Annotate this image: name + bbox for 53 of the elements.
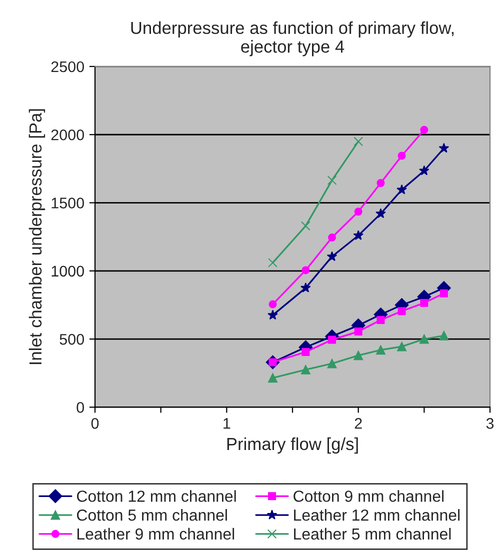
- point: [376, 345, 386, 355]
- point: [419, 165, 430, 176]
- x-tick-label: 1: [224, 418, 230, 429]
- point: [440, 289, 448, 298]
- point: [376, 316, 385, 324]
- point: [302, 266, 310, 274]
- point: [300, 365, 310, 374]
- point: [328, 234, 336, 242]
- x-axis-title: Primary flow [g/s]: [227, 437, 358, 454]
- point: [353, 230, 364, 240]
- point: [268, 310, 278, 320]
- point: [398, 152, 406, 160]
- point: [354, 328, 362, 336]
- legend-label: Cotton 12 mm channel: [76, 490, 236, 502]
- point: [354, 350, 364, 360]
- point: [327, 358, 337, 368]
- chart-title: Underpressure as function of primary flow, ejector type 4: [131, 21, 454, 56]
- point: [396, 184, 407, 194]
- y-tick-label: 0: [76, 402, 84, 413]
- x-tick-label: 3: [486, 418, 494, 429]
- x-tick-label: 2: [354, 418, 362, 429]
- point: [326, 251, 338, 262]
- point: [419, 334, 429, 344]
- point: [300, 282, 311, 292]
- point: [327, 176, 337, 185]
- y-tick-label: 500: [60, 334, 84, 345]
- point: [420, 126, 428, 134]
- y-tick-label: 1000: [52, 266, 84, 277]
- point: [354, 208, 362, 216]
- point: [420, 298, 428, 307]
- legend-label: Leather 5 mm channel: [294, 528, 451, 540]
- legend-label: Leather 12 mm channel: [294, 509, 460, 521]
- point: [300, 221, 310, 231]
- y-axis-title: Inlet chamber underpressure [Pa]: [28, 109, 46, 364]
- y-tick-label: 2000: [51, 129, 84, 140]
- point: [439, 330, 449, 340]
- point: [398, 307, 406, 316]
- legend-label: Cotton 9 mm channel: [294, 490, 444, 502]
- point: [328, 336, 336, 344]
- point: [438, 142, 450, 153]
- legend-label: Cotton 5 mm channel: [76, 509, 227, 521]
- point: [268, 300, 277, 308]
- y-tick-label: 2500: [51, 61, 84, 72]
- point: [268, 258, 278, 268]
- point: [354, 136, 364, 146]
- x-tick-label: 0: [91, 418, 99, 429]
- legend-label: Leather 9 mm channel: [77, 528, 234, 540]
- point: [376, 179, 385, 187]
- point: [302, 348, 310, 356]
- point: [268, 373, 278, 383]
- y-tick-label: 1500: [52, 198, 84, 208]
- point: [397, 342, 406, 352]
- point: [376, 208, 386, 218]
